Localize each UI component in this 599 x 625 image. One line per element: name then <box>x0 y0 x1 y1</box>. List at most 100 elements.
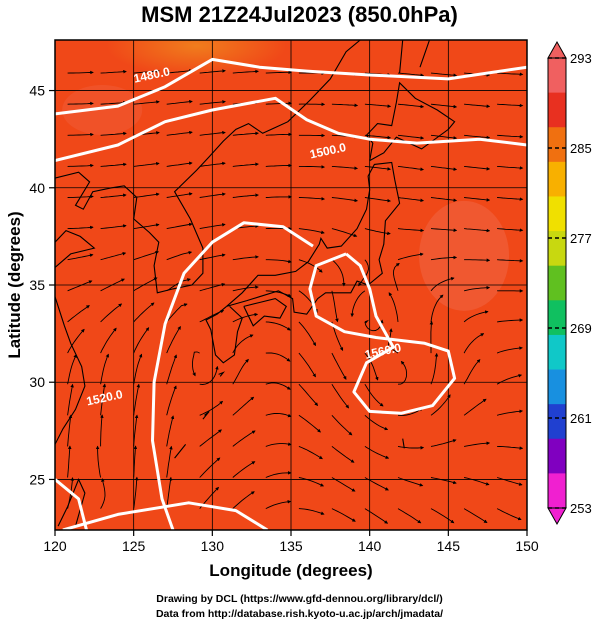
streamline-114 <box>133 250 159 261</box>
streamline-159 <box>232 162 259 167</box>
streamline-157 <box>166 161 193 167</box>
streamline-70 <box>67 328 85 354</box>
streamline-139 <box>497 228 524 232</box>
streamline-91 <box>298 321 316 347</box>
streamline-54 <box>463 398 487 416</box>
colorbar-segment-2 <box>548 127 566 163</box>
field-shading <box>62 40 510 311</box>
streamline-42 <box>67 383 74 416</box>
streamline-28 <box>67 414 73 447</box>
pale-area-east <box>419 200 510 311</box>
streamline-195 <box>497 103 524 108</box>
streamline-30 <box>133 414 139 447</box>
streamline-160 <box>265 163 293 168</box>
streamline-53 <box>430 394 451 416</box>
streamline-179 <box>430 134 458 140</box>
streamline-206 <box>397 72 425 77</box>
streamline-65 <box>364 383 384 407</box>
colorbar-segment-12 <box>548 473 566 509</box>
streamline-22 <box>331 477 356 492</box>
streamline-202 <box>265 70 293 75</box>
streamline-20 <box>265 470 292 478</box>
streamline-110 <box>464 285 491 292</box>
streamline-123 <box>430 255 458 261</box>
streamline-48 <box>265 412 292 418</box>
colorbar-top-triangle <box>547 40 567 59</box>
streamline-13 <box>496 508 522 521</box>
streamline-174 <box>265 132 293 137</box>
streamline-69 <box>496 373 523 385</box>
streamline-15 <box>95 445 102 478</box>
streamline-184 <box>133 100 160 105</box>
coastline-12 <box>402 438 405 449</box>
streamline-120 <box>331 259 346 287</box>
streamline-78 <box>331 352 347 380</box>
streamline-64 <box>331 383 350 409</box>
streamline-36 <box>331 446 355 463</box>
streamline-171 <box>166 130 193 136</box>
streamline-136 <box>397 228 425 233</box>
chart-title: MSM 21Z24Jul2023 (850.0hPa) <box>141 2 458 27</box>
coastline-2 <box>243 298 288 327</box>
streamline-79 <box>364 352 379 381</box>
contour-0 <box>55 57 527 116</box>
streamline-156 <box>133 161 160 167</box>
streamline-177 <box>364 134 392 140</box>
streamline-18 <box>199 457 221 478</box>
streamline-34 <box>265 442 292 447</box>
streamline-190 <box>331 103 359 108</box>
colorbar-segment-8 <box>548 334 566 371</box>
streamline-12 <box>463 508 488 523</box>
streamline-73 <box>166 325 181 354</box>
streamline-71 <box>100 327 117 354</box>
streamline-162 <box>331 165 359 170</box>
coastline-3 <box>226 161 401 315</box>
streamline-182 <box>67 101 94 106</box>
streamline-90 <box>265 321 291 331</box>
streamline-68 <box>463 359 481 385</box>
streamline-145 <box>232 193 259 198</box>
streamline-67 <box>430 352 439 385</box>
streamline-83 <box>496 346 523 354</box>
streamline-40 <box>464 441 491 447</box>
streamline-9 <box>364 508 389 524</box>
streamline-133 <box>298 228 325 235</box>
streamline-16 <box>133 445 138 478</box>
streamline-164 <box>397 165 425 171</box>
streamline-37 <box>364 446 390 459</box>
x-tick-label-125: 125 <box>122 538 146 554</box>
streamline-209 <box>497 72 524 76</box>
streamline-61 <box>232 358 249 385</box>
streamline-152 <box>464 197 491 202</box>
coastline-13 <box>55 296 86 445</box>
colorbar-segment-1 <box>548 92 566 128</box>
colorbar-segment-11 <box>548 438 566 474</box>
streamline-57 <box>100 353 109 385</box>
streamline-140 <box>67 194 94 199</box>
streamline-27 <box>496 477 523 486</box>
colorbar-segment-7 <box>548 300 566 336</box>
streamline-66 <box>397 360 408 385</box>
streamline-75 <box>232 334 254 354</box>
coastline-1 <box>205 305 243 364</box>
colorbar: 253 261 269 277 285 293 <box>547 40 592 526</box>
streamline-25 <box>430 477 457 485</box>
y-tick-label-45: 45 <box>29 83 45 99</box>
streamline-153 <box>497 197 524 201</box>
streamline-151 <box>430 197 458 202</box>
streamline-51 <box>364 414 389 431</box>
streamline-173 <box>232 131 259 136</box>
streamline-117 <box>232 255 259 261</box>
streamline-166 <box>464 165 491 171</box>
streamline-76 <box>265 352 291 362</box>
streamline-194 <box>464 103 491 108</box>
warm-area-north <box>106 40 287 76</box>
streamline-29 <box>100 414 104 447</box>
streamline-60 <box>199 365 219 385</box>
height-contours <box>55 57 527 530</box>
streamline-138 <box>464 228 491 233</box>
streamline-11 <box>430 508 455 524</box>
streamline-130 <box>199 223 226 230</box>
streamline-14 <box>67 445 72 478</box>
